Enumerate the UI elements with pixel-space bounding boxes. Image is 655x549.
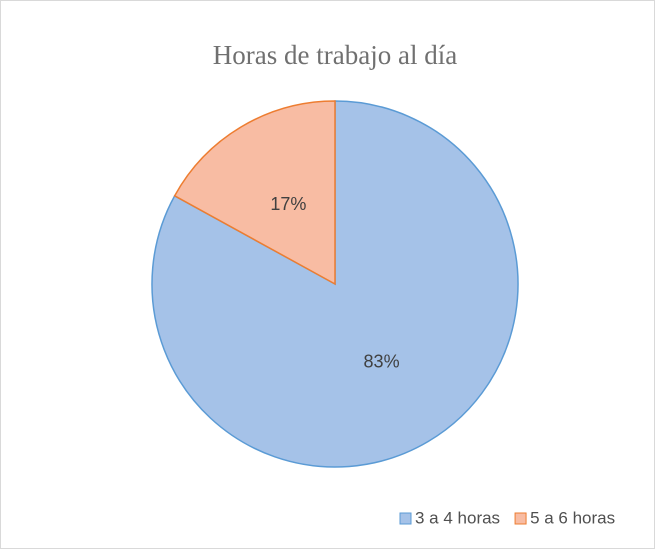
legend-swatch (399, 512, 412, 525)
chart-title: Horas de trabajo al día (213, 40, 457, 70)
data-label: 17% (270, 194, 306, 214)
legend-swatch (514, 512, 527, 525)
data-label: 83% (364, 352, 400, 372)
legend-label: 3 a 4 horas (415, 508, 500, 527)
legend-label: 5 a 6 horas (530, 508, 615, 527)
pie-slice (173, 100, 336, 286)
